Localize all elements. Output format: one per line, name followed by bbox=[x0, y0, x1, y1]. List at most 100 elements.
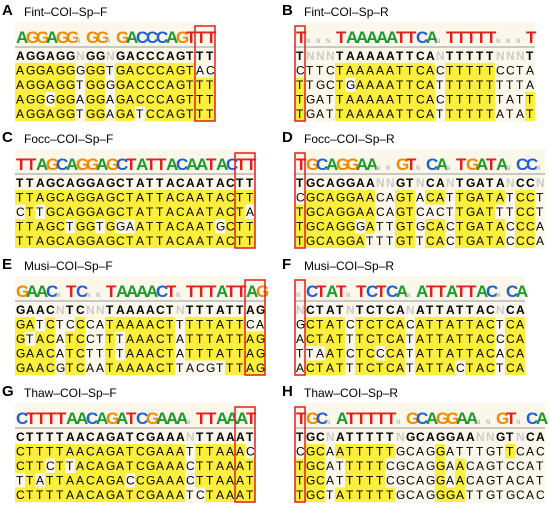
match-highlight bbox=[35, 92, 45, 107]
match-highlight bbox=[155, 473, 165, 488]
match-highlight bbox=[205, 106, 215, 121]
match-highlight bbox=[55, 190, 65, 205]
primer-end-box bbox=[234, 152, 256, 249]
match-highlight bbox=[165, 487, 175, 502]
match-highlight bbox=[365, 106, 375, 121]
sequence-row: GA A CA T CT T T T A A A CT A T T T A T T A G bbox=[16, 347, 265, 361]
match-highlight bbox=[515, 233, 525, 248]
match-highlight bbox=[485, 331, 495, 346]
match-highlight bbox=[235, 317, 245, 332]
match-highlight bbox=[155, 219, 165, 234]
match-highlight bbox=[55, 63, 65, 78]
match-highlight bbox=[135, 233, 145, 248]
panel-title: Fint–COI–Sp–R bbox=[304, 5, 389, 19]
match-highlight bbox=[165, 317, 175, 332]
match-highlight bbox=[185, 317, 195, 332]
match-highlight bbox=[55, 458, 65, 473]
match-highlight bbox=[345, 190, 355, 205]
match-highlight bbox=[335, 331, 345, 346]
match-highlight bbox=[255, 346, 265, 361]
match-highlight bbox=[25, 458, 35, 473]
match-highlight bbox=[65, 77, 75, 92]
consensus: T NNNT AAAAAT T CANT T T T T NNNT bbox=[296, 49, 534, 63]
match-highlight bbox=[425, 106, 435, 121]
match-highlight bbox=[225, 219, 235, 234]
match-highlight bbox=[15, 77, 25, 92]
match-highlight bbox=[205, 190, 215, 205]
match-highlight bbox=[45, 444, 55, 459]
match-highlight bbox=[55, 487, 65, 502]
consensus: T GCNAT T T T T NGCAGGAANNGT NCA bbox=[296, 430, 545, 444]
panel-label: A bbox=[2, 2, 13, 19]
match-highlight bbox=[175, 487, 185, 502]
panel-label: D bbox=[282, 129, 293, 146]
match-highlight bbox=[355, 63, 365, 78]
match-highlight bbox=[505, 331, 515, 346]
match-highlight bbox=[135, 63, 145, 78]
match-highlight bbox=[515, 360, 525, 375]
match-highlight bbox=[45, 190, 55, 205]
match-highlight bbox=[145, 473, 155, 488]
match-highlight bbox=[15, 487, 25, 502]
sequence-row: A GGA GGGGGT GA CCCA GT A C bbox=[16, 64, 215, 78]
match-highlight bbox=[215, 331, 225, 346]
match-highlight bbox=[475, 204, 485, 219]
match-highlight bbox=[15, 233, 25, 248]
match-highlight bbox=[105, 487, 115, 502]
match-highlight bbox=[455, 233, 465, 248]
match-highlight bbox=[425, 346, 435, 361]
match-highlight bbox=[125, 346, 135, 361]
match-highlight bbox=[335, 219, 345, 234]
match-highlight bbox=[115, 487, 125, 502]
match-highlight bbox=[95, 444, 105, 459]
match-highlight bbox=[235, 190, 245, 205]
match-highlight bbox=[415, 77, 425, 92]
match-highlight bbox=[85, 458, 95, 473]
match-highlight bbox=[165, 473, 175, 488]
sequence-row: T GA T T A A A A A T T CA CT T T T T T A T T bbox=[296, 93, 534, 107]
sequence-row: CGCA A T T T T T GCA GGA T T T GT T CA C bbox=[296, 445, 545, 459]
match-highlight bbox=[475, 77, 485, 92]
match-highlight bbox=[475, 346, 485, 361]
match-highlight bbox=[25, 77, 35, 92]
match-highlight bbox=[295, 106, 305, 121]
match-highlight bbox=[355, 473, 365, 488]
match-highlight bbox=[195, 92, 205, 107]
match-highlight bbox=[85, 92, 95, 107]
match-highlight bbox=[485, 204, 495, 219]
match-highlight bbox=[205, 92, 215, 107]
match-highlight bbox=[395, 63, 405, 78]
match-highlight bbox=[315, 444, 325, 459]
match-highlight bbox=[95, 487, 105, 502]
match-highlight bbox=[235, 204, 245, 219]
match-highlight bbox=[235, 233, 245, 248]
match-highlight bbox=[15, 458, 25, 473]
match-highlight bbox=[355, 106, 365, 121]
match-highlight bbox=[55, 219, 65, 234]
match-highlight bbox=[75, 219, 85, 234]
match-highlight bbox=[435, 487, 445, 502]
match-highlight bbox=[365, 204, 375, 219]
match-highlight bbox=[345, 204, 355, 219]
match-highlight bbox=[485, 63, 495, 78]
match-highlight bbox=[465, 92, 475, 107]
match-highlight bbox=[65, 331, 75, 346]
match-highlight bbox=[475, 106, 485, 121]
panel-title: Focc–COI–Sp–F bbox=[24, 132, 113, 146]
match-highlight bbox=[335, 77, 345, 92]
match-highlight bbox=[105, 473, 115, 488]
match-highlight bbox=[145, 360, 155, 375]
match-highlight bbox=[405, 77, 415, 92]
match-highlight bbox=[495, 233, 505, 248]
primer-end-box bbox=[294, 25, 306, 122]
match-highlight bbox=[155, 444, 165, 459]
match-highlight bbox=[375, 487, 385, 502]
match-highlight bbox=[375, 444, 385, 459]
match-highlight bbox=[395, 77, 405, 92]
match-highlight bbox=[195, 106, 205, 121]
match-highlight bbox=[125, 458, 135, 473]
match-highlight bbox=[505, 346, 515, 361]
match-highlight bbox=[485, 77, 495, 92]
